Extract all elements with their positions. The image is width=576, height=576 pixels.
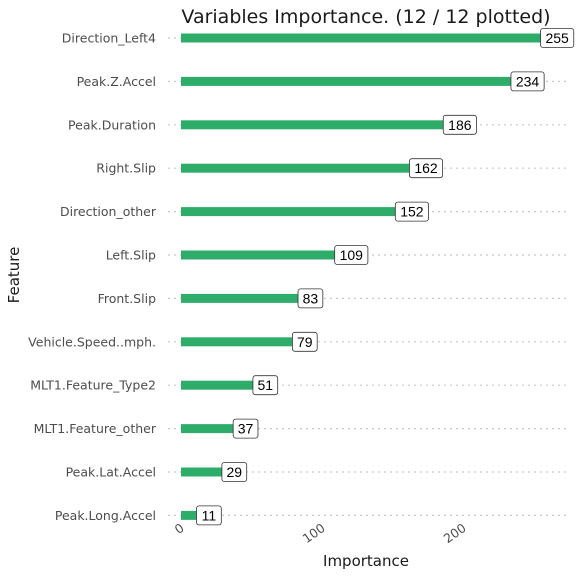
y-tick-label: Left.Slip <box>106 248 156 263</box>
bar <box>181 510 197 520</box>
data-label-box <box>291 331 318 352</box>
data-label: 29 <box>221 462 248 482</box>
bar <box>181 337 293 347</box>
data-label-box <box>540 28 575 48</box>
bar <box>181 293 299 303</box>
bar <box>181 33 541 43</box>
data-label: 79 <box>291 331 318 352</box>
data-label-text: 51 <box>258 377 274 393</box>
bar <box>181 120 444 130</box>
data-label-text: 109 <box>340 247 364 263</box>
data-label: 109 <box>334 245 369 265</box>
data-label-box <box>394 201 429 222</box>
data-labels: 255 234 186 162 152 109 83 79 51 37 29 11 <box>196 28 575 526</box>
data-label-box <box>409 158 444 179</box>
data-label-box <box>442 114 477 135</box>
bar <box>181 250 335 260</box>
y-tick-label: Direction_Left4 <box>62 31 156 46</box>
y-tick-label: MLT1.Feature_other <box>34 421 157 436</box>
y-tick-label: Peak.Duration <box>68 117 156 132</box>
data-label: 37 <box>232 418 259 439</box>
bar <box>181 424 234 434</box>
y-tick-label: Direction_other <box>60 204 157 219</box>
y-tick-labels: Direction_Left4 Peak.Z.Accel Peak.Duration… <box>28 31 157 523</box>
x-tick-label: 100 <box>300 520 328 546</box>
data-label: 186 <box>442 114 477 135</box>
data-label-text: 234 <box>516 73 540 89</box>
data-label-text: 186 <box>448 117 472 133</box>
data-label-box <box>252 375 279 396</box>
x-axis-title: Importance <box>323 552 409 570</box>
data-label-box <box>221 462 248 482</box>
data-label-text: 255 <box>545 30 569 46</box>
data-label: 11 <box>196 505 222 526</box>
x-tick-label: 0 <box>172 520 187 537</box>
data-label-text: 83 <box>303 290 319 306</box>
data-label-box <box>510 71 545 92</box>
y-axis-title: Feature <box>5 247 23 304</box>
data-label-box <box>232 418 259 439</box>
y-tick-label: MLT1.Feature_Type2 <box>30 378 156 393</box>
bar <box>181 76 511 86</box>
y-tick-label: Peak.Z.Accel <box>77 74 156 89</box>
chart-title: Variables Importance. (12 / 12 plotted) <box>181 6 550 28</box>
data-label: 152 <box>394 201 429 222</box>
data-label: 51 <box>252 375 279 396</box>
data-label: 83 <box>297 288 324 309</box>
y-tick-label: Right.Slip <box>96 161 156 176</box>
data-label-text: 29 <box>227 464 243 480</box>
data-label-text: 162 <box>414 160 438 176</box>
data-label-box <box>297 288 324 309</box>
data-label: 234 <box>510 71 545 92</box>
bar <box>181 467 222 477</box>
data-label-text: 152 <box>400 204 424 220</box>
bar <box>181 207 396 217</box>
y-tick-label: Front.Slip <box>98 291 156 306</box>
data-label-text: 79 <box>297 334 313 350</box>
data-label: 162 <box>409 158 444 179</box>
y-tick-label: Peak.Long.Accel <box>55 508 156 523</box>
data-label: 255 <box>540 28 575 48</box>
y-tick-label: Peak.Lat.Accel <box>66 465 156 480</box>
bar <box>181 163 410 173</box>
gridlines <box>168 37 566 517</box>
x-tick-label: 200 <box>441 520 469 546</box>
data-label-text: 11 <box>202 507 217 523</box>
y-tick-label: Vehicle.Speed..mph. <box>28 334 156 349</box>
bar <box>181 380 253 390</box>
data-label-box <box>196 505 222 526</box>
data-label-box <box>334 245 369 265</box>
bars <box>181 33 541 520</box>
data-label-text: 37 <box>238 421 254 437</box>
